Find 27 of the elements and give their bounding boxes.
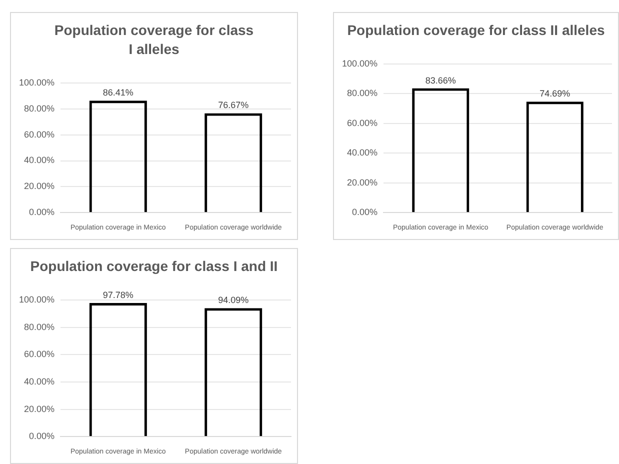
- data-label: 83.66%: [425, 75, 456, 86]
- y-tick-label: 80.00%: [24, 322, 55, 332]
- y-tick-label: 20.00%: [24, 404, 55, 414]
- chart-title: Population coverage for class II alleles: [346, 21, 606, 40]
- y-tick-label: 0.00%: [352, 207, 378, 218]
- data-label: 97.78%: [102, 290, 134, 300]
- data-label: 76.67%: [218, 100, 249, 110]
- y-tick-label: 40.00%: [24, 155, 55, 166]
- y-tick-label: 80.00%: [24, 103, 55, 114]
- y-tick-label: 60.00%: [347, 118, 378, 128]
- y-tick-label: 40.00%: [24, 376, 55, 386]
- chart-title: Population coverage for class I alleles: [54, 21, 254, 59]
- chart-title: Population coverage for class I and II: [29, 257, 279, 276]
- y-tick-label: 80.00%: [347, 88, 378, 98]
- y-tick-label: 100.00%: [19, 77, 55, 88]
- y-tick-label: 0.00%: [29, 207, 55, 218]
- y-tick-label: 100.00%: [342, 58, 378, 68]
- data-label: 74.69%: [540, 88, 570, 99]
- y-tick-label: 20.00%: [24, 181, 55, 192]
- y-tick-label: 60.00%: [24, 349, 55, 360]
- y-tick-label: 60.00%: [24, 129, 55, 140]
- data-label: 94.09%: [218, 295, 249, 306]
- y-tick-label: 40.00%: [347, 148, 378, 158]
- y-tick-label: 100.00%: [19, 294, 55, 304]
- data-label: 86.41%: [102, 88, 134, 98]
- y-tick-label: 20.00%: [347, 177, 378, 188]
- y-tick-label: 0.00%: [29, 431, 55, 442]
